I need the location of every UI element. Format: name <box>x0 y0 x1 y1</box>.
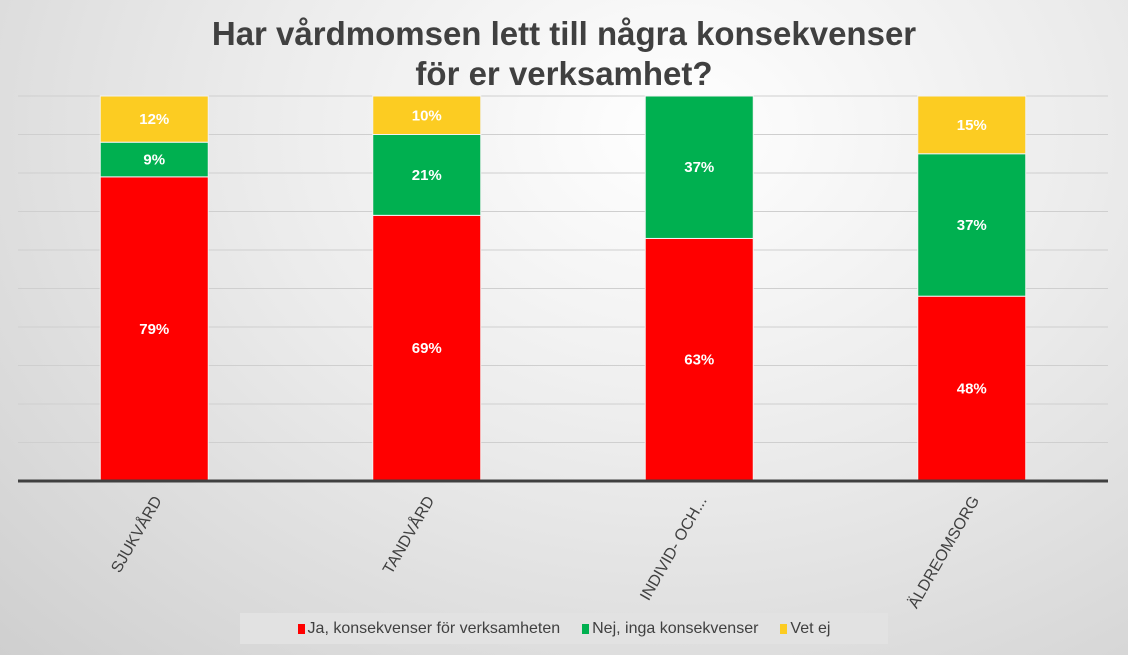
title-line-1: Har vårdmomsen lett till några konsekven… <box>211 15 917 52</box>
legend-swatch <box>780 623 788 634</box>
legend-swatch <box>297 623 305 634</box>
data-label: 48% <box>957 381 987 398</box>
legend: Ja, konsekvenser för verksamheten Nej, i… <box>240 613 888 644</box>
bar-segment <box>99 141 209 178</box>
x-tick-label: INDIVID- OCH... <box>637 494 710 604</box>
data-label: 37% <box>957 217 987 234</box>
data-label: 21% <box>412 167 442 184</box>
bar-segment <box>372 134 482 216</box>
legend-item-ja: Ja, konsekvenser för verksamheten <box>297 619 561 638</box>
x-tick-label: ÄLDREOMSORG <box>905 493 984 611</box>
bar-segment <box>917 95 1027 155</box>
legend-item-nej: Nej, inga konsekvenser <box>582 620 758 638</box>
legend-label: Vet ej <box>790 619 831 637</box>
data-label: 79% <box>139 321 169 338</box>
legend-label: Nej, inga konsekvenser <box>592 619 759 637</box>
bar-segment <box>372 95 482 135</box>
chart-title: Har vårdmomsen lett till några konsekven… <box>0 14 1128 94</box>
bar-segment <box>99 95 209 143</box>
data-label: 15% <box>957 117 987 134</box>
x-tick-label: TANDVÅRD <box>378 493 438 578</box>
legend-item-vet-ej: Vet ej <box>780 620 830 638</box>
data-label: 10% <box>412 107 442 124</box>
data-label: 37% <box>684 159 714 176</box>
x-tick-label: SJUKVÅRD <box>107 493 166 576</box>
bar-segment <box>644 237 754 482</box>
bar-segment <box>644 95 754 239</box>
legend-label: Ja, konsekvenser för verksamheten <box>307 619 561 637</box>
bar-segment <box>372 214 482 482</box>
data-label: 9% <box>143 152 165 169</box>
bar-segment <box>99 176 209 482</box>
data-label: 69% <box>412 340 442 357</box>
data-label: 12% <box>139 111 169 128</box>
bar-segment <box>917 153 1027 297</box>
legend-swatch <box>582 623 590 634</box>
data-label: 63% <box>684 352 714 369</box>
title-line-2: för er verksamhet? <box>415 55 713 92</box>
bar-segment <box>917 295 1027 482</box>
